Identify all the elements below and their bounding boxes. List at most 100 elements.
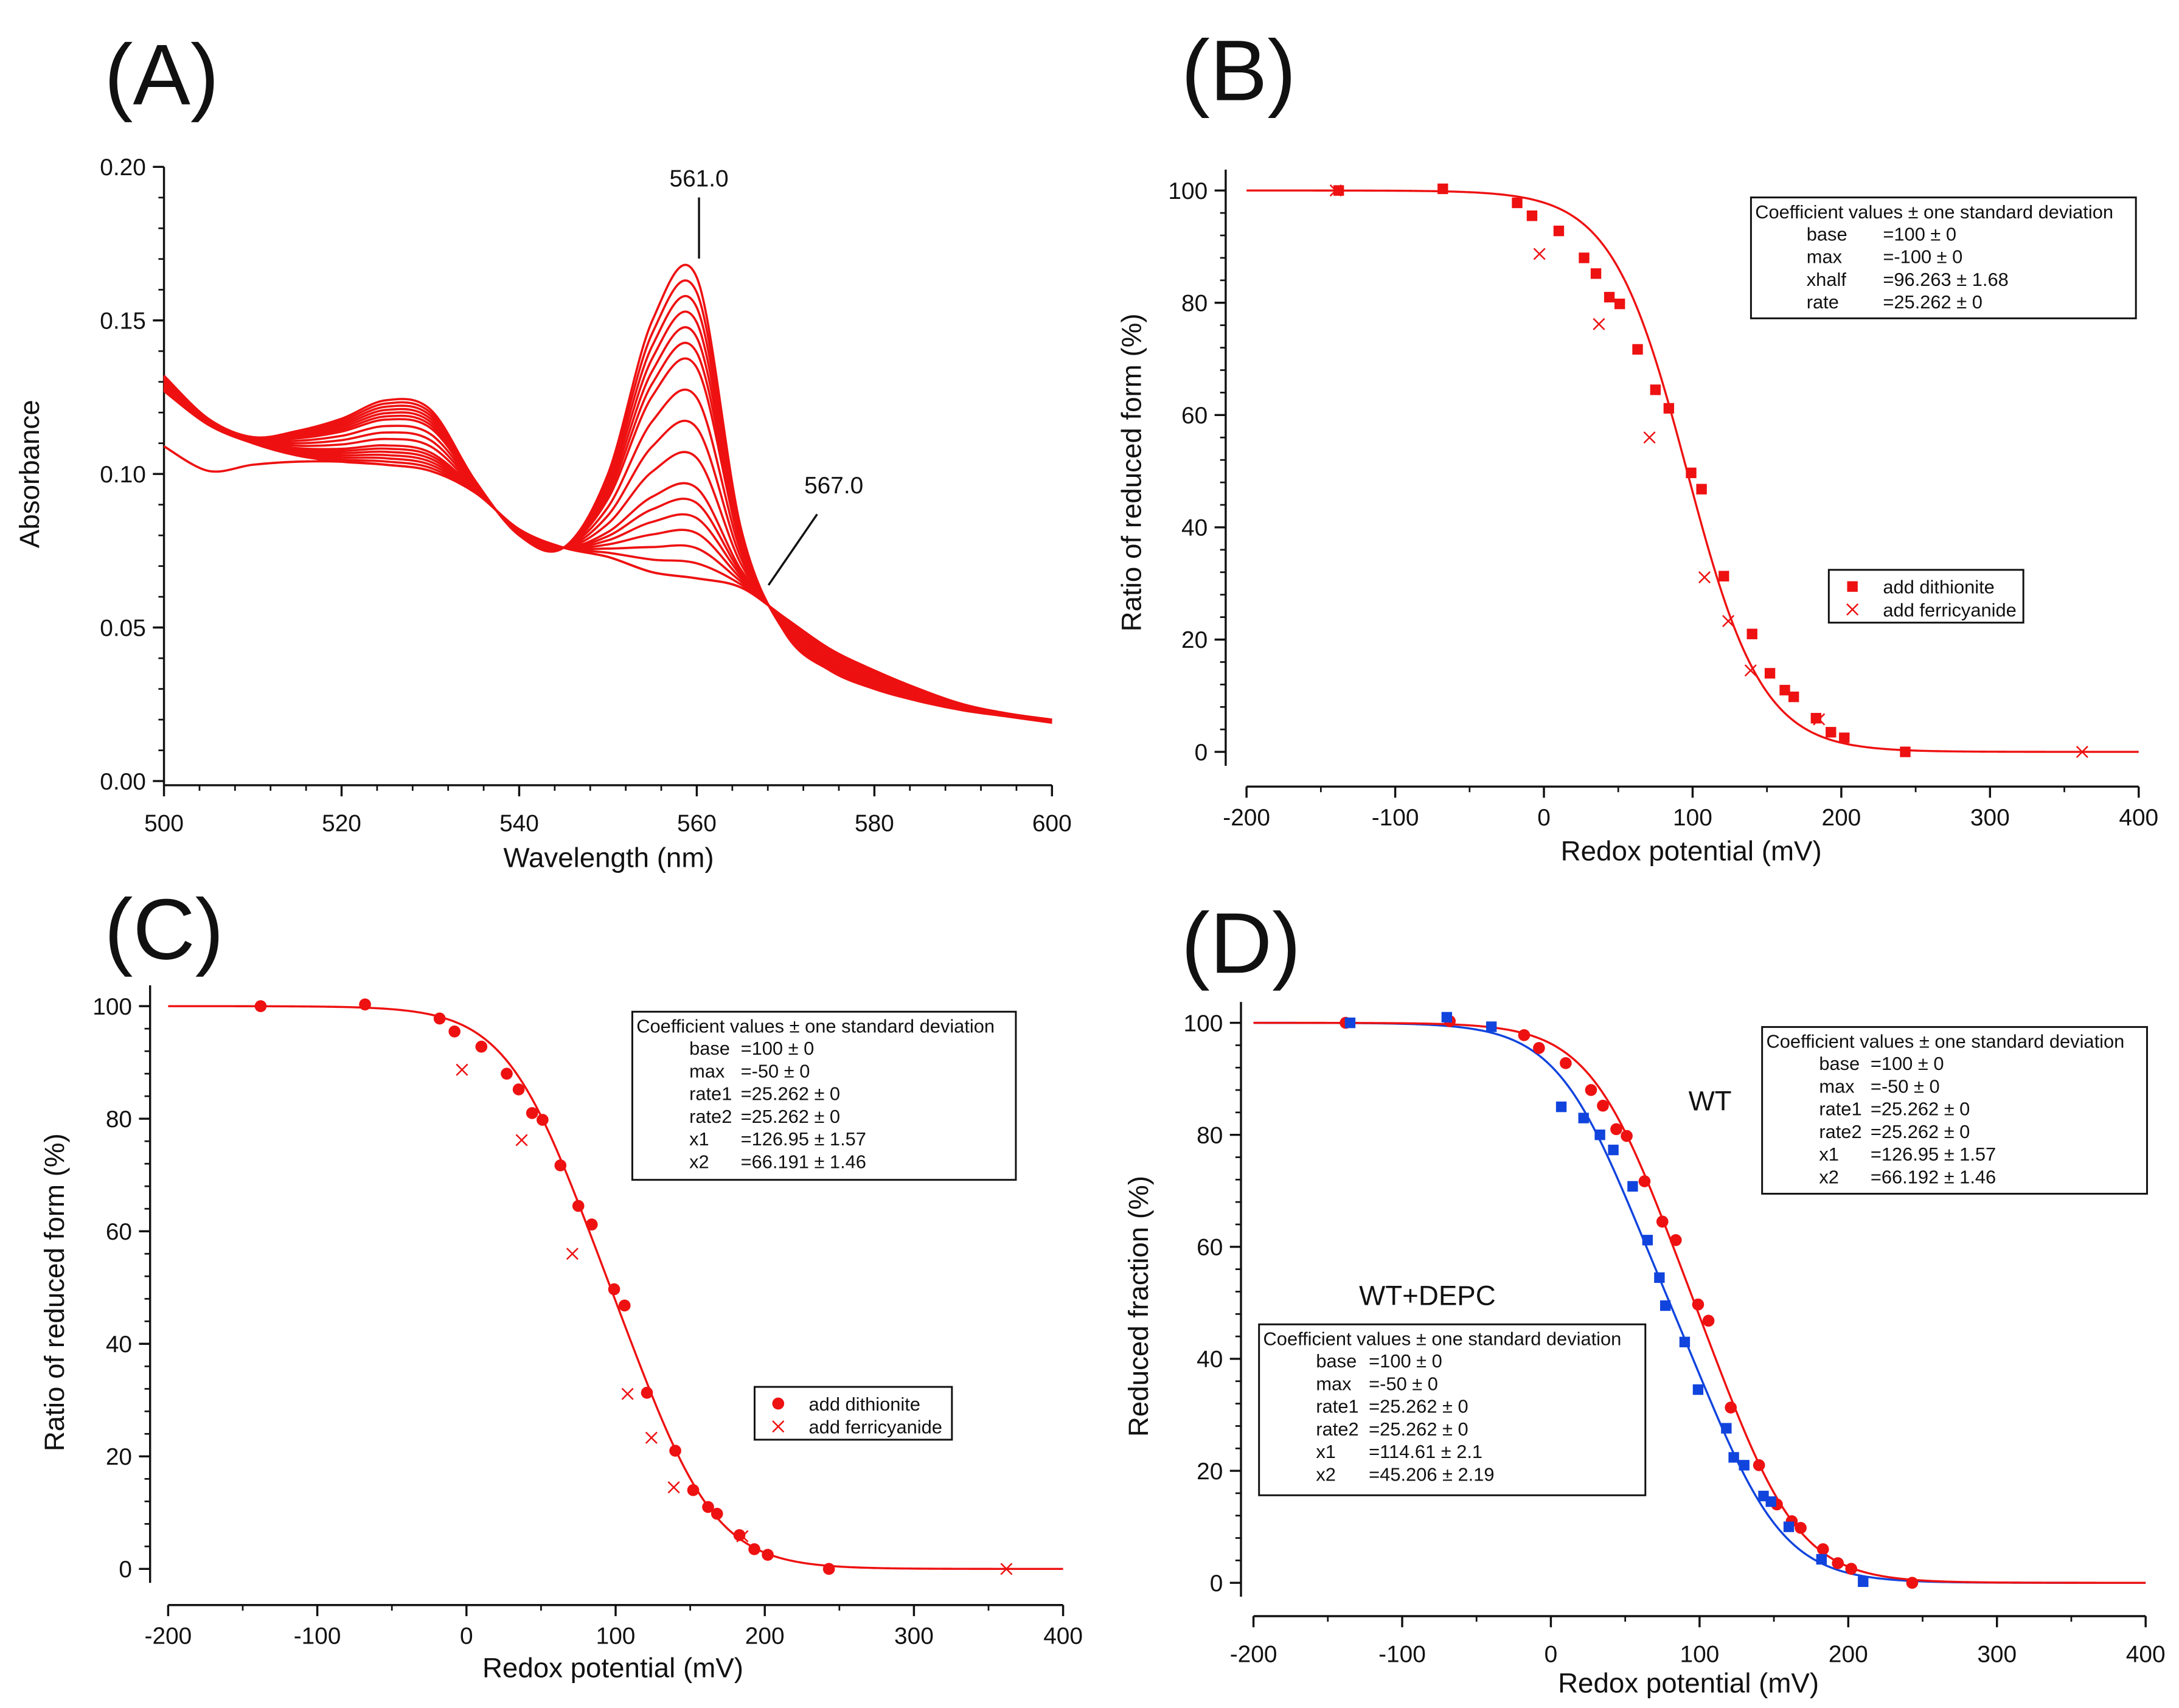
panel-c-coef-box-param-value: =100 ± 0 [741,1038,815,1059]
panel-c-point-x [566,1248,579,1260]
panel-d-point-red [1753,1459,1765,1471]
panel-b-x-tick-label: 400 [2119,805,2158,831]
panel-label-d: (D) [1181,895,1301,991]
panel-c-x-tick-label: 100 [596,1623,636,1650]
panel-c-coef-box-param-name: rate1 [689,1083,732,1105]
panel-d-coef-box-wt-param-name: rate1 [1819,1099,1861,1120]
panel-b-legend-label: add dithionite [1883,577,1994,598]
panel-b-point-x [1698,571,1711,584]
panel-d-point-blue [1608,1144,1619,1156]
panel-d-y-tick-label: 40 [1197,1347,1223,1373]
panel-d-coef-box-depc-param-value: =100 ± 0 [1369,1350,1442,1372]
panel-d-coef-box-depc-param-value: =-50 ± 0 [1369,1373,1438,1394]
panel-d-point-red [1832,1557,1844,1569]
panel-d-point-blue [1344,1017,1356,1029]
panel-b-point-square [1764,668,1776,679]
panel-c-point-x [456,1063,468,1076]
annotation-561: 561.0 [669,165,728,192]
panel-d-point-red [1533,1042,1545,1054]
panel-c-legend-marker [772,1397,785,1410]
panel-d-coef-box-depc-param-name: rate2 [1316,1418,1358,1440]
panel-d-coef-box-wt-param-value: =25.262 ± 0 [1871,1121,1970,1142]
panel-d-coef-box-depc-param-value: =45.206 ± 2.19 [1369,1463,1494,1485]
panel-c-point-x [667,1481,680,1494]
panel-d-point-blue [1816,1554,1827,1565]
panel-d-point-red [1816,1543,1829,1555]
spectrum-line [163,381,1052,723]
panel-c-point-circle [618,1299,631,1312]
panel-b-point-x [1593,318,1605,330]
panel-c-x-tick-label: 400 [1043,1623,1083,1650]
panel-b-coef-box-param-value: =100 ± 0 [1883,223,1956,245]
panel-b-y-tick-label: 80 [1181,290,1208,316]
panel-b-coef-box-param-value: =25.262 ± 0 [1883,291,1983,313]
panel-c-coef-box [631,1010,1017,1181]
panel-d-coef-box-wt-param-value: =-50 ± 0 [1871,1075,1940,1097]
panel-d-coef-box-depc-title: Coefficient values ± one standard deviat… [1263,1328,1622,1350]
annotation-567: 567.0 [804,473,863,499]
panel-a-y-tick-label: 0.00 [100,769,146,795]
panel-b-point-square [1779,684,1790,696]
panel-b-point-square [1632,344,1643,355]
panel-d-point-red [1795,1522,1807,1534]
panel-c-legend-marker [772,1420,785,1433]
panel-b-point-x [2076,746,2088,759]
panel-d-point-red [1845,1563,1858,1575]
panel-c-point-circle [733,1529,746,1541]
panel-c-point-circle [641,1386,653,1399]
panel-d-point-red [1597,1099,1609,1112]
panel-d-coef-box-depc-param-name: x2 [1316,1463,1336,1485]
panel-d-coef-box-depc-param-value: =114.61 ± 2.1 [1369,1441,1482,1462]
wt-label: WT [1689,1085,1732,1116]
panel-b-x-tick-label: 0 [1537,805,1551,831]
panel-c-point-circle [762,1549,774,1561]
panel-b-x-tick-label: 100 [1673,805,1712,831]
panel-b-coef-box-param-name: xhalf [1807,269,1847,290]
panel-d-ylabel: Reduced fraction (%) [1123,1176,1154,1437]
panel-b-point-x [1722,615,1735,628]
panel-d-coef-box-depc-param-name: rate1 [1316,1396,1358,1417]
panel-c-legend-label: add dithionite [809,1394,920,1415]
panel-b-coef-box-param-name: rate [1807,291,1839,313]
panel-d-xlabel: Redox potential (mV) [1558,1668,1819,1699]
panel-d-point-blue [1627,1181,1638,1192]
panel-c-coef-box-param-name: rate2 [689,1106,732,1127]
panel-d-point-blue [1642,1235,1653,1246]
panel-b-legend-marker [1847,581,1858,592]
panel-c-point-circle [585,1218,598,1231]
panel-b-legend [1827,569,2024,624]
panel-c-x-tick-label: -200 [145,1623,192,1650]
panel-b-point-square [1512,197,1523,209]
panel-d-point-blue [1783,1521,1795,1532]
panel-b-xlabel: Redox potential (mV) [1561,835,1822,866]
panel-d-y-tick-label: 20 [1197,1459,1223,1485]
panel-a-x-tick-label: 560 [677,810,717,836]
panel-c-point-circle [702,1501,714,1513]
panel-b-point-square [1614,298,1625,310]
panel-b-point-x [1813,713,1826,726]
panel-b-coef-box-param-value: =-100 ± 0 [1883,246,1962,268]
panel-c-point-x [645,1431,658,1444]
panel-c-y-tick-label: 80 [106,1106,132,1133]
panel-d-point-blue [1728,1452,1739,1463]
panel-d-coef-box-wt-param-value: =25.262 ± 0 [1871,1099,1970,1120]
panel-d-coef-box-wt-param-name: x1 [1819,1144,1839,1165]
panel-d-point-red [1585,1084,1597,1096]
panel-d-point-red [1906,1577,1919,1589]
panel-c-point-circle [254,1000,267,1012]
panel-b-x-tick-label: 200 [1821,805,1861,831]
spectrum-line [163,295,1052,724]
panel-d-x-tick-label: -100 [1378,1641,1426,1667]
panel-c-x-tick-label: 300 [894,1623,934,1650]
panel-b-legend-marker [1846,603,1859,616]
panel-b-coef-box-param-name: max [1807,246,1843,268]
panel-d-y-tick-label: 80 [1197,1122,1223,1148]
panel-d-coef-box-depc-param-name: x1 [1316,1441,1336,1462]
panel-c-point-circle [554,1159,567,1172]
panel-c-coef-box-param-value: =126.95 ± 1.57 [741,1128,866,1150]
panel-b-legend-label: add ferricyanide [1883,599,2016,620]
panel-b-coef-box-param-name: base [1807,223,1847,245]
panel-b-ylabel: Ratio of reduced form (%) [1116,313,1147,631]
panel-d-coef-box-wt [1761,1026,2148,1195]
panel-c-point-circle [608,1283,620,1296]
